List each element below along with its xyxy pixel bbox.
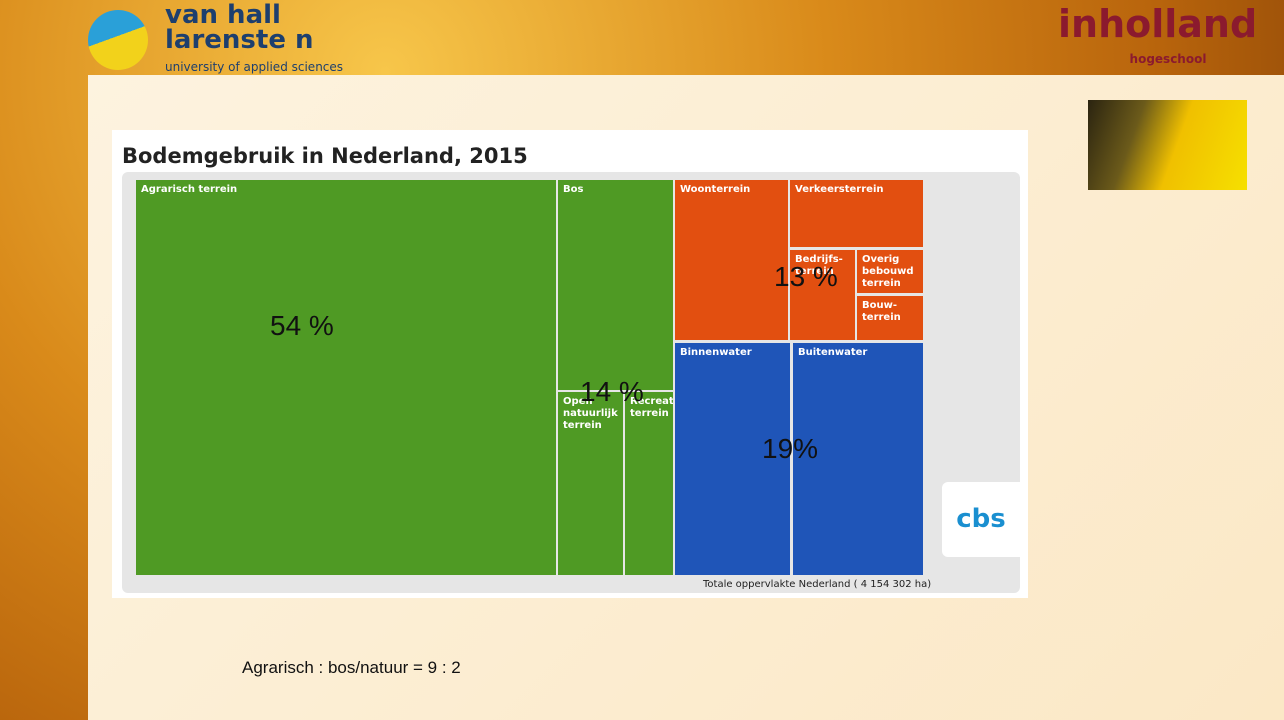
logo-right-sub: hogeschool	[1129, 52, 1207, 66]
logo-left-line1: van hall	[165, 0, 281, 30]
cell: Recreatie-terrein	[625, 392, 673, 575]
treemap-footnote: Totale oppervlakte Nederland ( 4 154 302…	[703, 579, 932, 590]
logo-left-icon	[88, 10, 148, 70]
cbs-logo: cbs	[942, 482, 1020, 557]
cell: Agrarisch terrein	[136, 180, 556, 575]
cell: Open natuurlijk terrein	[558, 392, 623, 575]
overlay-percent: 19%	[762, 433, 819, 464]
cell: Overig bebouwd terrein	[857, 250, 923, 293]
caption: Agrarisch : bos/natuur = 9 : 2	[242, 658, 461, 677]
logo-left-line2: larenste n	[165, 25, 314, 55]
cell: Bos	[558, 180, 673, 390]
cell: Binnenwater	[675, 343, 790, 575]
cell: Bedrijfs-terrein	[790, 250, 855, 340]
cell: Woonterrein	[675, 180, 788, 340]
overlay-percent: 13 %	[774, 261, 838, 292]
bee-photo	[1088, 100, 1247, 190]
cell: Buitenwater	[793, 343, 923, 575]
treemap-title: Bodemgebruik in Nederland, 2015	[122, 144, 528, 168]
cell: Bouw-terrein	[857, 296, 923, 340]
overlay-percent: 54 %	[270, 310, 334, 341]
overlay-percent: 14 %	[580, 376, 644, 407]
logo-right-name: inholland	[1058, 2, 1258, 46]
cell: Verkeersterrein	[790, 180, 923, 247]
logo-left-line3: university of applied sciences	[165, 60, 344, 74]
